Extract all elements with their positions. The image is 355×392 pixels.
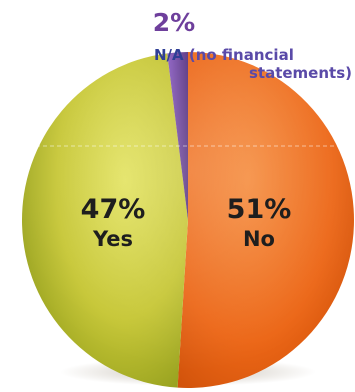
data-label-na: N/A (no financial — [154, 46, 294, 64]
data-label-yes: Yes — [92, 227, 133, 251]
data-label-no-percent: 51% — [227, 194, 292, 225]
data-label-na-percent: 2% — [153, 8, 195, 37]
data-label-na-note-line1: (no financial — [189, 46, 294, 64]
pie-labels: 47%Yes 51%No 2% N/A (no financialstatements… — [81, 8, 352, 251]
data-label-na-note-line2: statements) — [249, 64, 352, 82]
data-label-na-text: N/A — [154, 46, 189, 64]
data-label-yes-percent: 47% — [81, 194, 146, 225]
data-label-no: No — [243, 227, 275, 251]
pie-highlight — [22, 52, 354, 388]
